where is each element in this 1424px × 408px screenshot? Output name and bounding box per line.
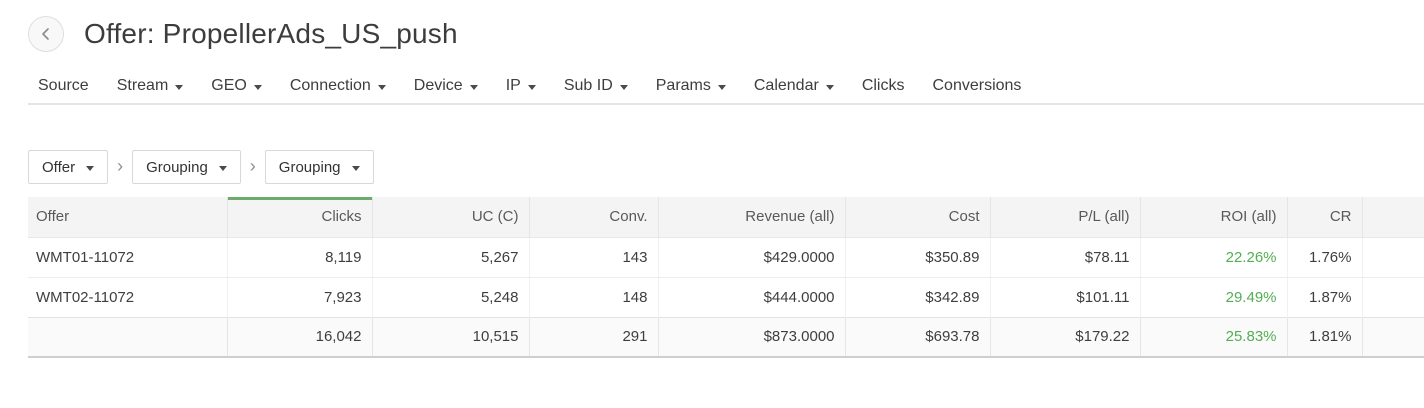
caret-down-icon (351, 165, 360, 171)
report-tabs: Source Stream GEO Connection Device IP Sub ID P… (38, 75, 1424, 97)
tab-params[interactable]: Params (656, 77, 726, 95)
caret-down-icon (469, 84, 478, 90)
pl-cell: $78.11 (989, 237, 1140, 278)
offer-cell: WMT01-11072 (28, 237, 227, 278)
offer-cell (28, 316, 227, 358)
table-body: WMT01-11072 8,119 5,267 143 $429.0000 $350.89… (28, 237, 1424, 317)
column-header-cr[interactable]: CR (1286, 197, 1362, 238)
page-title: Offer: PropellerAds_US_push (84, 18, 458, 49)
column-header-cost[interactable]: Cost (844, 197, 990, 238)
tab-sub-id[interactable]: Sub ID (564, 77, 628, 95)
pl-cell: $179.22 (989, 316, 1140, 358)
cost-cell: $350.89 (844, 237, 990, 278)
filler-cell (1361, 277, 1424, 317)
revenue-cell: $873.0000 (657, 316, 845, 358)
caret-down-icon (253, 84, 262, 90)
caret-down-icon (527, 84, 536, 90)
tab-label: Sub ID (563, 77, 613, 94)
clicks-cell: 16,042 (226, 316, 372, 358)
caret-down-icon (175, 84, 184, 90)
cr-cell: 1.81% (1286, 316, 1362, 358)
tab-ip[interactable]: IP (506, 77, 536, 95)
column-header-filler (1361, 197, 1424, 238)
tab-label: Clicks (861, 77, 905, 94)
clicks-cell: 8,119 (226, 237, 372, 278)
grouping-select-2[interactable]: Grouping (132, 150, 241, 184)
totals-row: 16,042 10,515 291 $873.0000 $693.78 $179.22 25… (28, 316, 1424, 358)
tab-label: Source (38, 77, 89, 94)
cr-cell: 1.76% (1286, 237, 1362, 278)
caret-down-icon (86, 165, 95, 171)
roi-cell: 22.26% (1139, 237, 1287, 278)
uc-cell: 5,267 (371, 237, 529, 278)
column-header-conv[interactable]: Conv. (528, 197, 658, 238)
table-row[interactable]: WMT02-11072 7,923 5,248 148 $444.0000 $342.89… (28, 277, 1424, 317)
tab-label: Calendar (753, 77, 819, 94)
clicks-cell: 7,923 (226, 277, 372, 317)
filler-cell (1361, 316, 1424, 358)
tab-label: GEO (211, 77, 247, 94)
chevron-left-icon (36, 24, 56, 44)
table-header-row: Offer Clicks UC (C) Conv. Revenue (all) Cost P… (28, 197, 1424, 238)
tab-calendar[interactable]: Calendar (754, 77, 834, 95)
column-header-revenue[interactable]: Revenue (all) (657, 197, 845, 238)
tab-label: Connection (289, 77, 371, 94)
cr-cell: 1.87% (1286, 277, 1362, 317)
nav-divider (28, 103, 1424, 105)
tab-label: IP (505, 77, 521, 94)
conv-cell: 148 (528, 277, 658, 317)
revenue-cell: $444.0000 (657, 277, 845, 317)
filler-cell (1361, 237, 1424, 278)
conv-cell: 143 (528, 237, 658, 278)
pl-cell: $101.11 (989, 277, 1140, 317)
tab-geo[interactable]: GEO (211, 77, 262, 95)
caret-down-icon (218, 165, 227, 171)
tab-label: Conversions (932, 77, 1022, 94)
roi-cell: 25.83% (1139, 316, 1287, 358)
tab-connection[interactable]: Connection (290, 77, 386, 95)
breadcrumb-chevron-icon: › (117, 155, 124, 176)
uc-cell: 5,248 (371, 277, 529, 317)
grouping-select-label: Offer (42, 158, 76, 176)
tab-label: Stream (116, 77, 169, 94)
uc-cell: 10,515 (371, 316, 529, 358)
grouping-select-3[interactable]: Grouping (264, 150, 374, 184)
grouping-select-1[interactable]: Offer (28, 150, 109, 184)
tab-clicks[interactable]: Clicks (862, 77, 905, 95)
tab-stream[interactable]: Stream (117, 77, 184, 95)
caret-down-icon (619, 84, 628, 90)
cost-cell: $693.78 (844, 316, 990, 358)
tab-device[interactable]: Device (414, 77, 478, 95)
breadcrumb-chevron-icon: › (249, 155, 256, 176)
back-button[interactable] (28, 16, 64, 52)
column-header-uc[interactable]: UC (C) (371, 197, 529, 238)
caret-down-icon (717, 84, 726, 90)
roi-cell: 29.49% (1139, 277, 1287, 317)
table-row[interactable]: WMT01-11072 8,119 5,267 143 $429.0000 $350.89… (28, 237, 1424, 278)
conv-cell: 291 (528, 316, 658, 358)
offer-cell: WMT02-11072 (28, 277, 227, 317)
grouping-select-label: Grouping (146, 158, 208, 176)
tab-label: Params (655, 77, 711, 94)
column-header-roi[interactable]: ROI (all) (1139, 197, 1287, 238)
column-header-pl[interactable]: P/L (all) (989, 197, 1140, 238)
grouping-toolbar: Offer › Grouping › Grouping (28, 150, 1424, 184)
column-header-clicks[interactable]: Clicks (226, 197, 372, 238)
caret-down-icon (377, 84, 386, 90)
cost-cell: $342.89 (844, 277, 990, 317)
tab-source[interactable]: Source (38, 77, 89, 95)
stats-table: Offer Clicks UC (C) Conv. Revenue (all) Cost P… (28, 197, 1424, 358)
grouping-select-label: Grouping (278, 158, 341, 176)
page-header: Offer: PropellerAds_US_push (0, 0, 1424, 52)
tab-conversions[interactable]: Conversions (932, 77, 1021, 95)
column-header-offer[interactable]: Offer (28, 197, 227, 238)
tab-label: Device (413, 77, 463, 94)
caret-down-icon (825, 84, 834, 90)
revenue-cell: $429.0000 (657, 237, 845, 278)
